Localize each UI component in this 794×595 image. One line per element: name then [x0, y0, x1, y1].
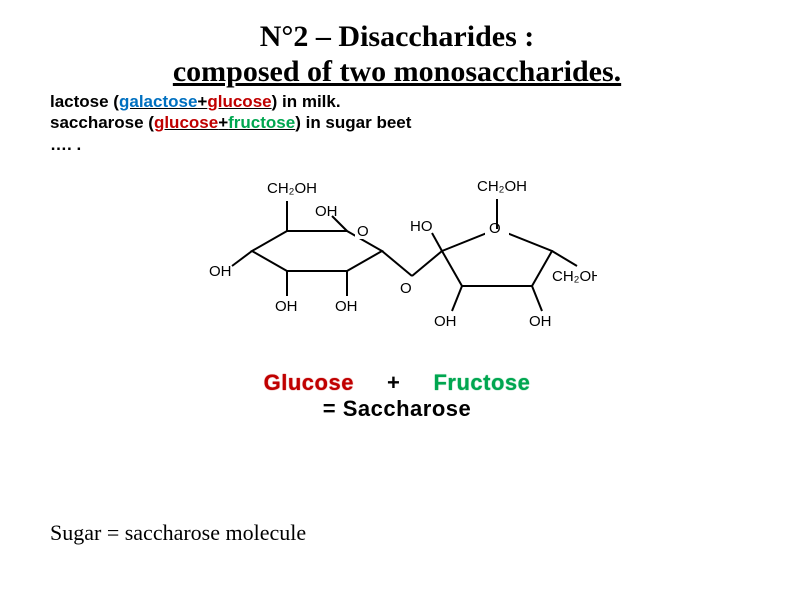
- saccharose-diagram: CH₂OH O OH OH OH OH O CH₂OH O CH₂OH HO O…: [197, 161, 597, 361]
- b2-post: ) in sugar beet: [295, 113, 411, 132]
- label-O-L: O: [357, 223, 369, 240]
- title-line2: composed of two monosaccharides.: [173, 55, 621, 88]
- b1-post: ) in milk.: [272, 92, 341, 111]
- footer-text: Sugar = saccharose molecule: [50, 520, 306, 546]
- b2-plus: +: [218, 113, 228, 132]
- label-oh-rr: OH: [529, 313, 552, 330]
- cap-equals: =: [323, 396, 336, 421]
- b1-plus: +: [197, 92, 207, 111]
- cap-glucose: Glucose: [264, 370, 354, 395]
- cap-fructose: Fructose: [433, 370, 530, 395]
- b3: …. .: [50, 135, 81, 154]
- b1-glucose: glucose: [207, 92, 271, 111]
- figure-caption: Glucose + Fructose = Saccharose: [197, 370, 597, 423]
- label-oh-rl: OH: [434, 313, 457, 330]
- cap-plus: +: [387, 370, 400, 395]
- b2-glucose: glucose: [154, 113, 218, 132]
- b1-pre: lactose (: [50, 92, 119, 111]
- label-O-bridge: O: [400, 280, 412, 297]
- molecule-figure: CH₂OH O OH OH OH OH O CH₂OH O CH₂OH HO O…: [197, 161, 597, 423]
- slide-title: N°2 – Disaccharides : composed of two mo…: [50, 20, 744, 89]
- bullet-text: lactose (galactose+glucose) in milk. sac…: [50, 91, 744, 155]
- label-ch2oh-R2: CH₂OH: [552, 268, 597, 285]
- cap-saccharose: Saccharose: [343, 396, 472, 421]
- title-line1: N°2 – Disaccharides :: [260, 20, 534, 53]
- b1-galactose: galactose: [119, 92, 197, 111]
- label-oh-l: OH: [209, 263, 232, 280]
- label-oh-br: OH: [335, 298, 358, 315]
- label-O-R: O: [489, 220, 501, 237]
- label-oh-bl: OH: [275, 298, 298, 315]
- label-ch2oh-R1: CH₂OH: [477, 178, 527, 195]
- label-ho-r: HO: [410, 218, 433, 235]
- label-ch2oh-L: CH₂OH: [267, 180, 317, 197]
- b2-pre: saccharose (: [50, 113, 154, 132]
- b2-fructose: fructose: [228, 113, 295, 132]
- slide: N°2 – Disaccharides : composed of two mo…: [0, 0, 794, 443]
- label-oh-top: OH: [315, 203, 338, 220]
